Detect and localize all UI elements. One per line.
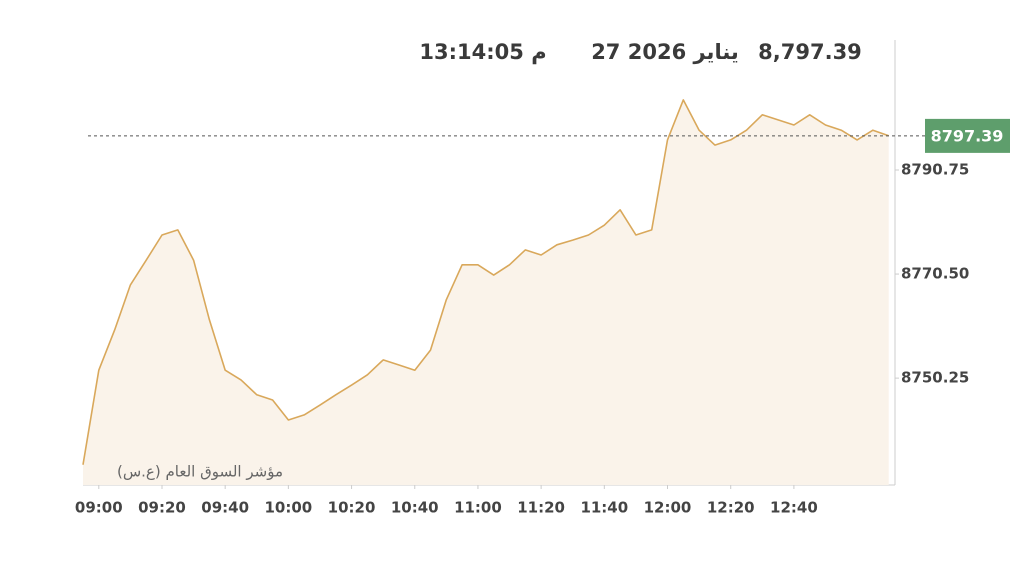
x-tick-label: 10:20 [328, 499, 376, 517]
x-tick-label: 12:00 [644, 499, 692, 517]
x-tick-label: 12:40 [770, 499, 818, 517]
series-label: مؤشر السوق العام (ع.س) [117, 463, 283, 481]
x-tick-label: 09:40 [201, 499, 249, 517]
area-fill [83, 99, 889, 486]
last-value-badge [925, 118, 1010, 153]
last-value: 8,797.39 [758, 40, 862, 64]
x-tick-label: 12:20 [707, 499, 755, 517]
x-tick-label: 11:40 [580, 499, 628, 517]
y-tick-label: 8750.25 [901, 369, 969, 387]
x-tick-label: 09:20 [138, 499, 186, 517]
last-value-badge-label: 8797.39 [931, 126, 1004, 145]
x-tick-label: 11:20 [517, 499, 565, 517]
x-tick-label: 11:00 [454, 499, 502, 517]
date: 27 يناير 2026 [591, 40, 739, 64]
time: 13:14:05 م [419, 40, 546, 64]
price-line [82, 99, 889, 465]
y-tick-label: 8790.75 [901, 161, 969, 179]
y-tick-label: 8770.50 [901, 265, 969, 283]
x-tick-label: 10:00 [264, 499, 312, 517]
x-tick-label: 10:40 [391, 499, 439, 517]
x-tick-label: 09:00 [75, 499, 123, 517]
